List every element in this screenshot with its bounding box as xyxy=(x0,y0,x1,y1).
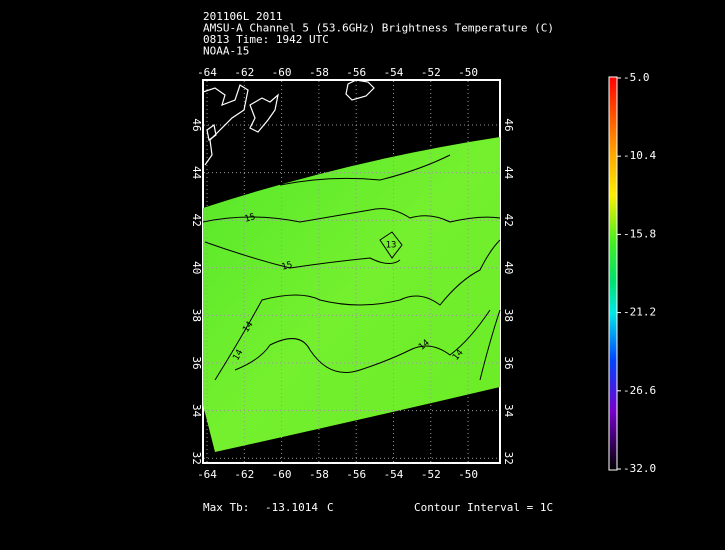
lon-tick-bottom: -56 xyxy=(346,468,366,481)
colorbar xyxy=(608,76,618,471)
lat-tick-right: 36 xyxy=(502,356,515,369)
lon-tick-bottom: -62 xyxy=(234,468,254,481)
lon-tick-bottom: -64 xyxy=(197,468,217,481)
lat-tick-right: 40 xyxy=(502,261,515,274)
lat-tick-right: 34 xyxy=(502,404,515,418)
contour-label: 14 xyxy=(231,348,245,362)
header-line: 201106L 2011 xyxy=(203,10,282,23)
lat-tick-left: 40 xyxy=(190,261,203,274)
colorbar-label: -10.4 xyxy=(623,149,656,162)
lon-tick-top: -64 xyxy=(197,66,217,79)
lon-tick-bottom: -58 xyxy=(309,468,329,481)
lat-tick-left: 36 xyxy=(190,356,203,369)
lat-tick-left: 42 xyxy=(190,214,203,227)
lon-tick-top: -56 xyxy=(346,66,366,79)
header-line: NOAA-15 xyxy=(203,45,249,58)
lon-tick-bottom: -54 xyxy=(384,468,404,481)
colorbar-label: -26.6 xyxy=(623,384,656,397)
contour-label: 13 xyxy=(386,241,397,251)
lon-tick-top: -58 xyxy=(309,66,329,79)
lat-tick-left: 34 xyxy=(190,404,203,418)
lon-tick-bottom: -52 xyxy=(421,468,441,481)
max-label: Max Tb: xyxy=(203,501,249,514)
lat-tick-left: 46 xyxy=(190,118,203,131)
lon-tick-bottom: -60 xyxy=(272,468,292,481)
lat-tick-right: 38 xyxy=(502,309,515,322)
lat-tick-left: 32 xyxy=(190,452,203,465)
lat-tick-right: 44 xyxy=(502,166,515,180)
lat-tick-right: 46 xyxy=(502,118,515,131)
lon-tick-top: -50 xyxy=(458,66,478,79)
lat-tick-left: 38 xyxy=(190,309,203,322)
contour-interval: Contour Interval = 1C xyxy=(414,501,553,514)
colorbar-label: -21.2 xyxy=(623,306,656,319)
max-unit: C xyxy=(327,501,334,514)
colorbar-label: -5.0 xyxy=(623,71,650,84)
colorbar-label: -15.8 xyxy=(623,227,656,240)
lon-tick-top: -52 xyxy=(421,66,441,79)
coastline xyxy=(202,79,375,166)
contour-label: 15 xyxy=(281,260,294,272)
colorbar-label: -32.0 xyxy=(623,462,656,475)
contour-label: 15 xyxy=(244,212,257,224)
lat-tick-right: 32 xyxy=(502,452,515,465)
lat-tick-right: 42 xyxy=(502,214,515,227)
header-line: 0813 Time: 1942 UTC xyxy=(203,33,329,46)
lon-tick-bottom: -50 xyxy=(458,468,478,481)
lon-tick-top: -62 xyxy=(234,66,254,79)
lat-tick-left: 44 xyxy=(190,166,203,180)
max-value: -13.1014 xyxy=(265,501,318,514)
colorbar-labels: -5.0 -10.4 -15.8 -21.2 -26.6 -32.0 xyxy=(617,71,656,475)
header-line: AMSU-A Channel 5 (53.6GHz) Brightness Te… xyxy=(203,22,554,35)
contours xyxy=(202,154,501,381)
lon-tick-top: -60 xyxy=(272,66,292,79)
graticule: -64 -64 -62 -62 -60 -60 -58 -58 -56 -56 -54 -54 -52 -… xyxy=(190,66,515,481)
lon-tick-top: -54 xyxy=(384,66,404,79)
